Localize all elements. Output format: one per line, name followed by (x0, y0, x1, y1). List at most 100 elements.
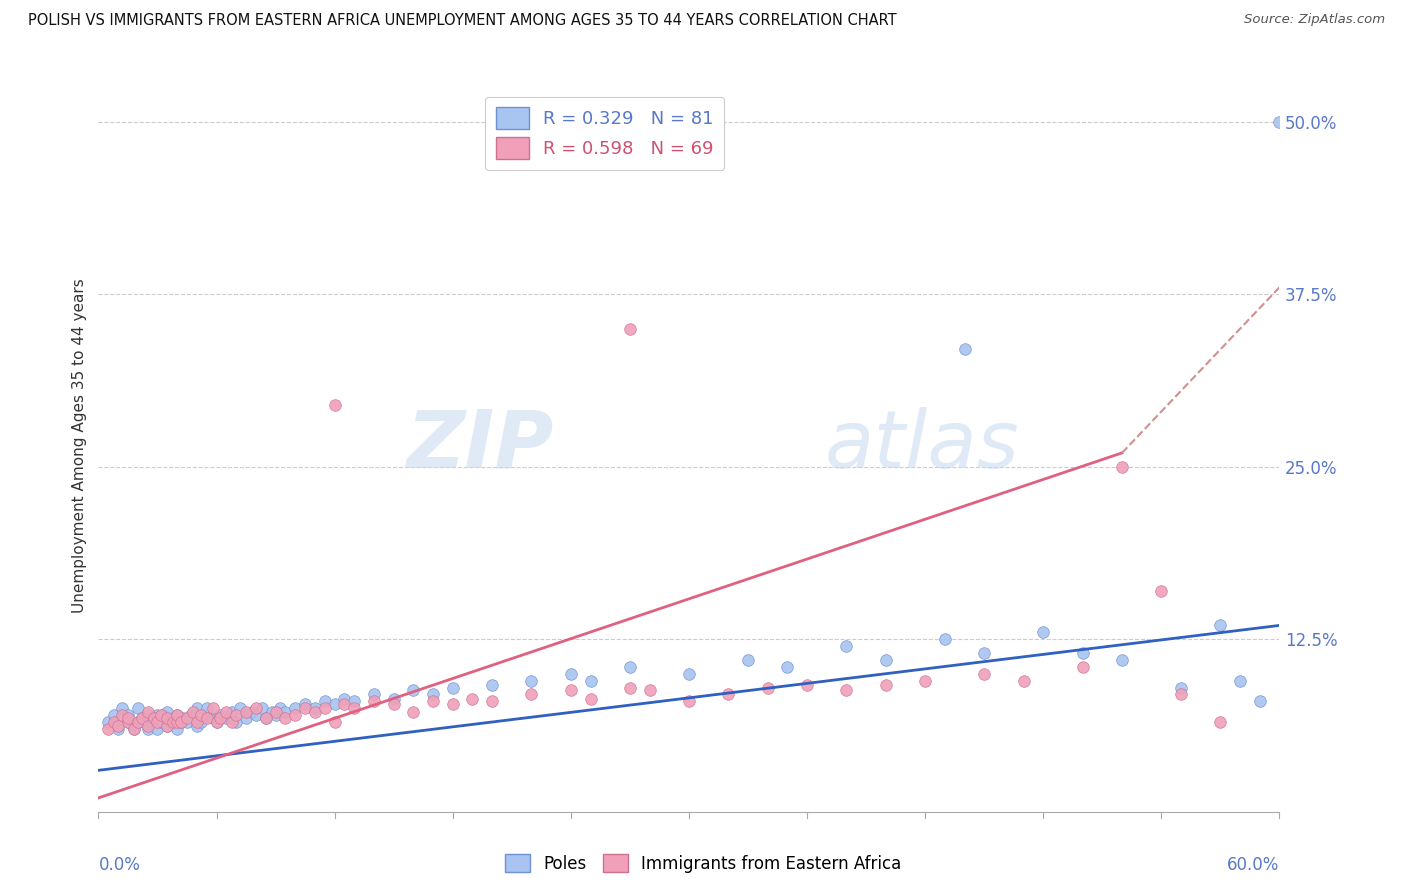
Point (402, 706, 425, 720)
Point (796, 678, 818, 692)
Point (973, 646, 995, 660)
Point (127, 714, 149, 729)
Point (520, 687, 543, 701)
Text: ZIP: ZIP (406, 407, 553, 485)
Legend: Poles, Immigrants from Eastern Africa: Poles, Immigrants from Eastern Africa (498, 847, 908, 880)
Point (294, 697, 316, 711)
Point (333, 691, 356, 706)
Point (160, 714, 183, 729)
Point (162, 714, 184, 729)
Point (205, 714, 228, 729)
Point (254, 711, 277, 725)
Point (1032, 625, 1054, 640)
Point (481, 678, 503, 692)
Point (103, 708, 125, 723)
Point (107, 719, 129, 733)
Point (176, 711, 198, 725)
Point (835, 683, 858, 698)
Point (240, 706, 263, 720)
Point (195, 708, 218, 723)
Point (422, 694, 444, 708)
Point (156, 719, 179, 733)
Point (180, 708, 202, 723)
Point (284, 708, 307, 723)
Point (274, 706, 297, 720)
Point (560, 683, 582, 698)
Text: Source: ZipAtlas.com: Source: ZipAtlas.com (1244, 13, 1385, 27)
Point (107, 722, 129, 736)
Point (170, 714, 193, 729)
Point (461, 691, 484, 706)
Point (156, 719, 179, 733)
Point (304, 706, 326, 720)
Point (1071, 646, 1094, 660)
Point (181, 706, 204, 720)
Point (170, 714, 193, 729)
Text: 0.0%: 0.0% (98, 856, 141, 874)
Point (195, 701, 218, 715)
Point (156, 711, 179, 725)
Point (343, 701, 366, 715)
Point (235, 706, 257, 720)
Point (717, 687, 740, 701)
Point (333, 697, 356, 711)
Point (215, 706, 238, 720)
Point (235, 711, 257, 725)
Point (481, 694, 503, 708)
Point (323, 714, 346, 729)
Point (136, 706, 159, 720)
Text: 60.0%: 60.0% (1227, 856, 1279, 874)
Point (678, 694, 700, 708)
Point (166, 708, 188, 723)
Point (314, 694, 336, 708)
Point (225, 708, 247, 723)
Point (1229, 673, 1251, 688)
Point (264, 708, 287, 723)
Point (195, 711, 218, 725)
Point (382, 691, 405, 706)
Point (172, 711, 194, 725)
Point (141, 714, 163, 729)
Point (97, 722, 120, 736)
Point (176, 714, 198, 729)
Point (136, 708, 159, 723)
Point (146, 722, 169, 736)
Point (215, 711, 238, 725)
Point (264, 706, 287, 720)
Point (441, 681, 464, 695)
Point (1111, 459, 1133, 474)
Point (619, 681, 641, 695)
Point (205, 714, 228, 729)
Point (1150, 583, 1173, 598)
Point (1249, 694, 1271, 708)
Point (201, 711, 224, 725)
Point (737, 653, 759, 667)
Point (142, 711, 165, 725)
Point (209, 708, 232, 723)
Point (314, 701, 336, 715)
Point (269, 701, 291, 715)
Legend: R = 0.329   N = 81, R = 0.598   N = 69: R = 0.329 N = 81, R = 0.598 N = 69 (485, 96, 724, 169)
Point (953, 343, 976, 357)
Point (166, 708, 188, 723)
Point (875, 678, 897, 692)
Point (1209, 714, 1232, 729)
Point (776, 660, 799, 674)
Point (579, 691, 602, 706)
Point (294, 701, 316, 715)
Point (103, 714, 125, 729)
Point (323, 398, 346, 412)
Point (343, 694, 366, 708)
Point (127, 701, 149, 715)
Point (229, 701, 252, 715)
Y-axis label: Unemployment Among Ages 35 to 44 years: Unemployment Among Ages 35 to 44 years (72, 278, 87, 614)
Point (520, 673, 543, 688)
Point (1111, 653, 1133, 667)
Point (875, 653, 897, 667)
Point (835, 639, 858, 653)
Point (150, 708, 173, 723)
Point (162, 711, 184, 725)
Point (131, 711, 153, 725)
Point (186, 701, 208, 715)
Point (186, 714, 208, 729)
